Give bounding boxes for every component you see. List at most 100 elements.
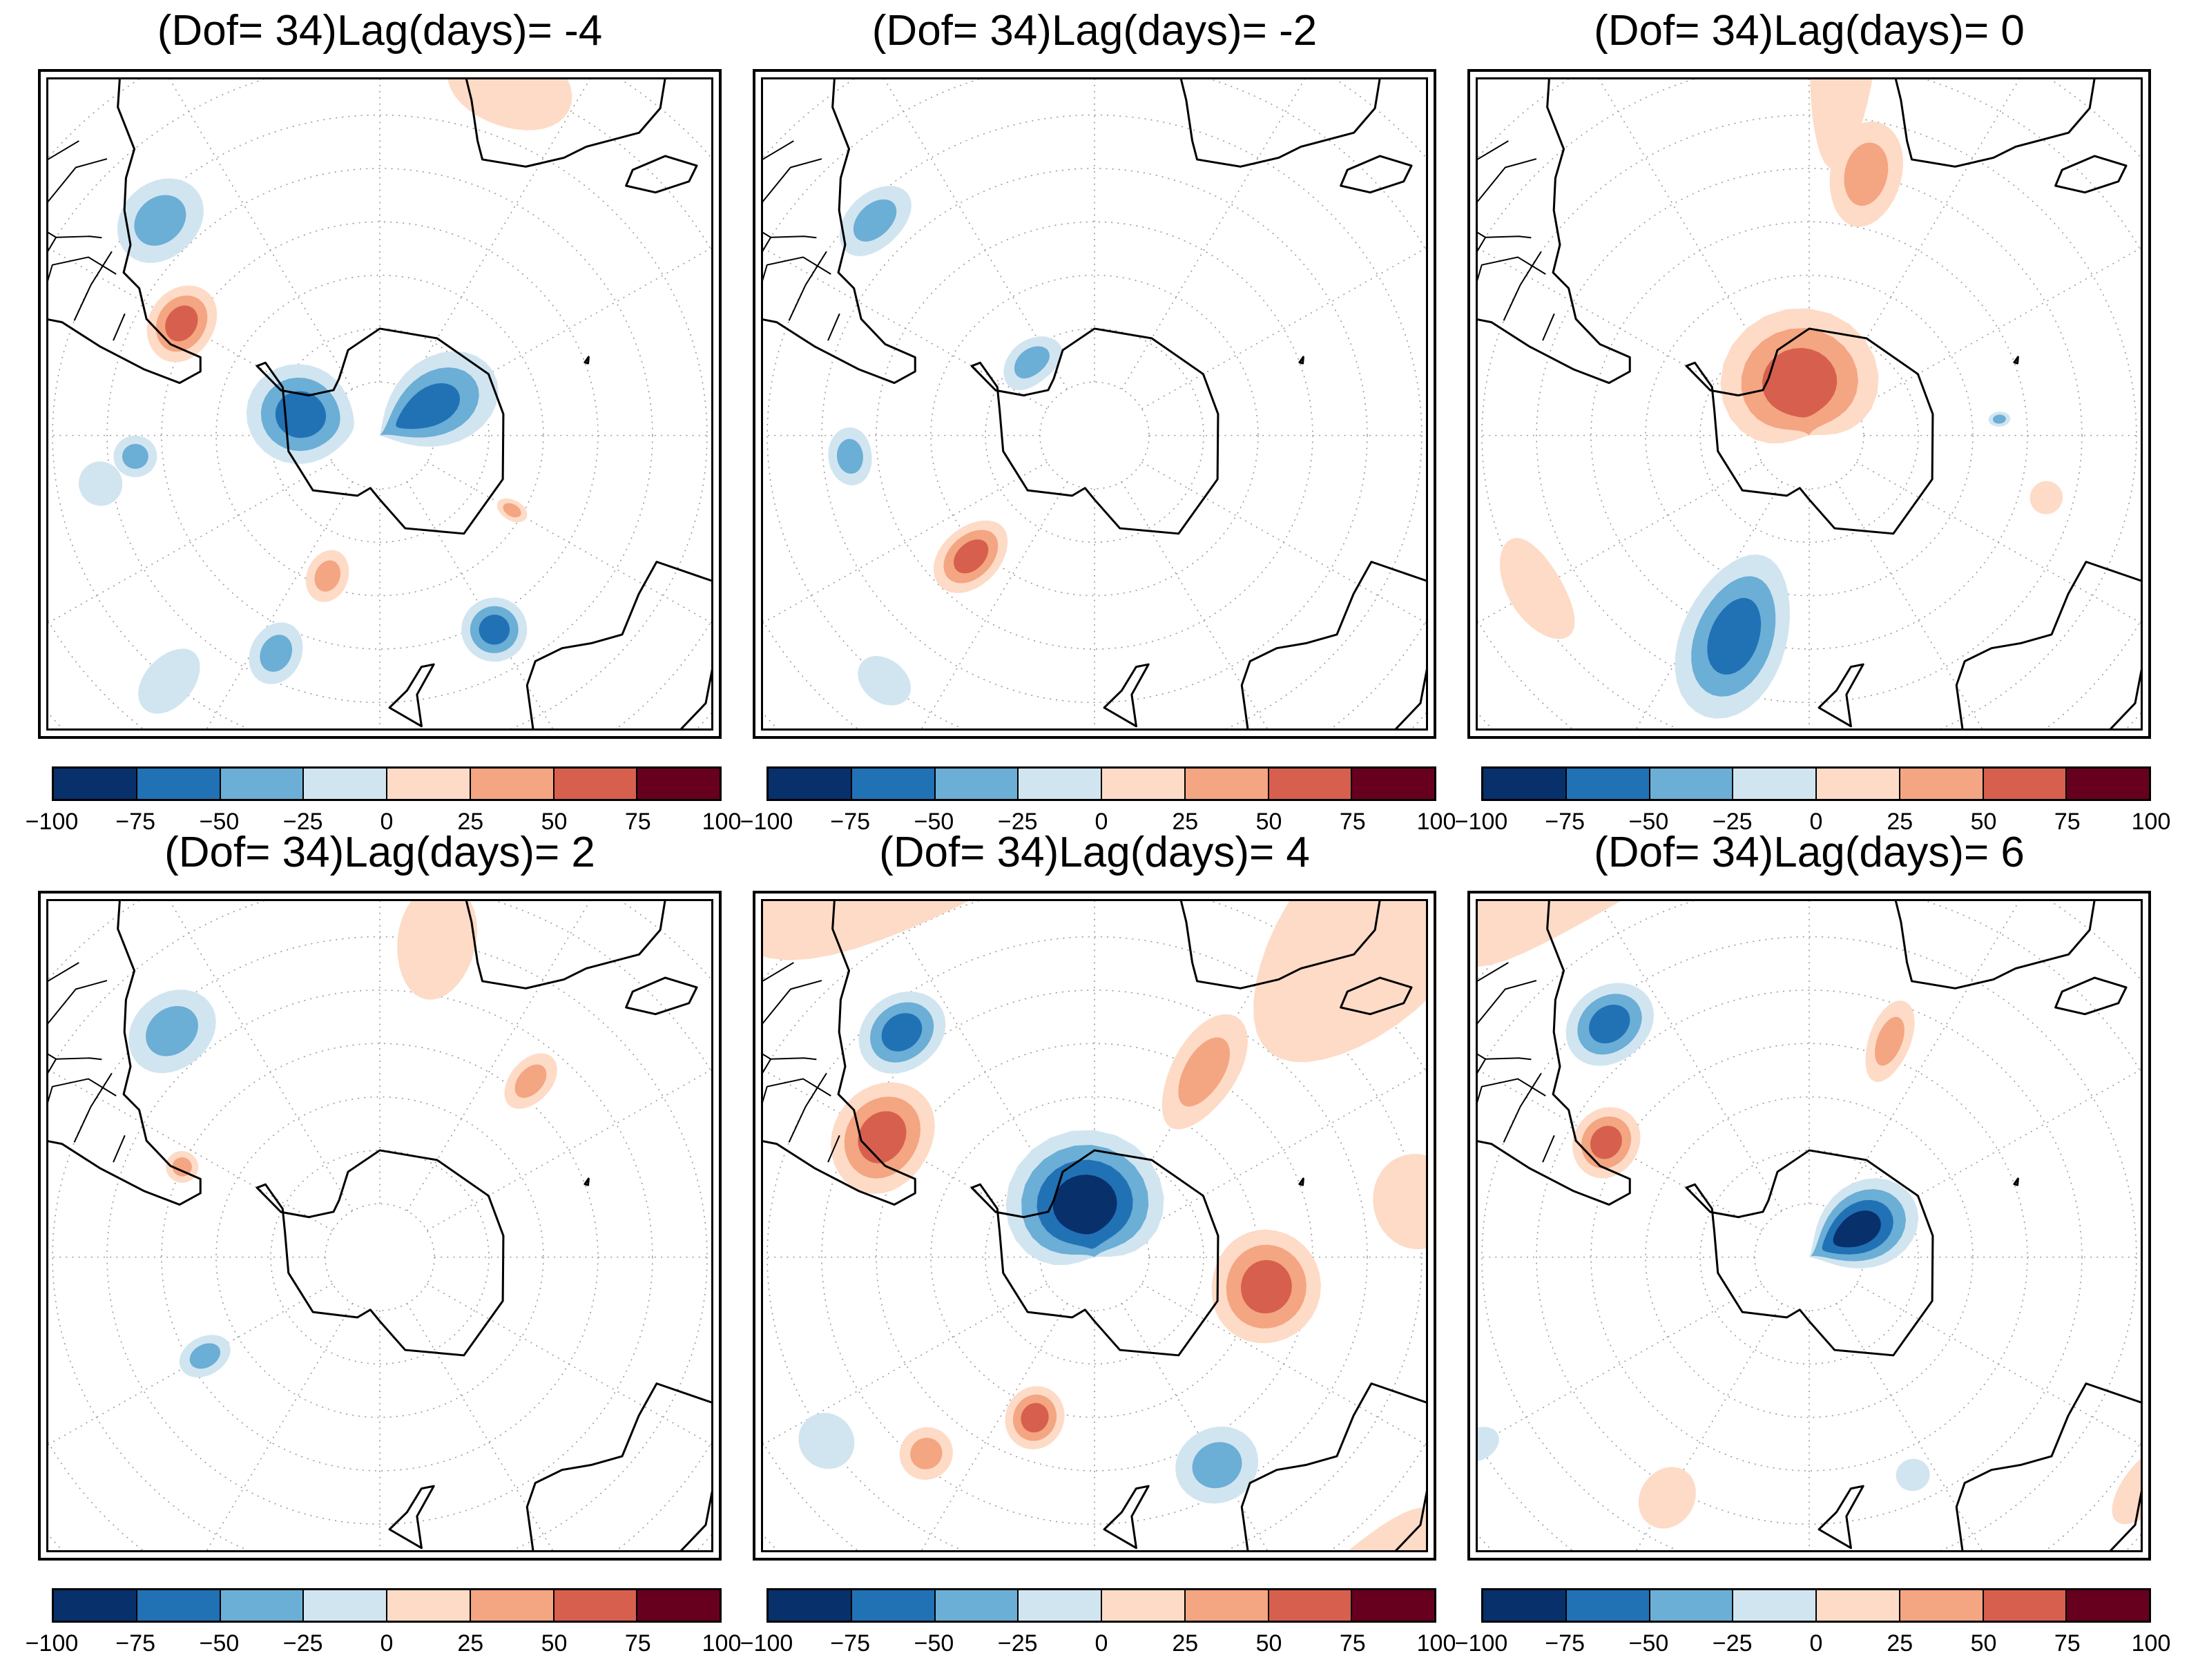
anomaly-region [899, 1427, 953, 1480]
country-border [1478, 235, 1532, 252]
anomaly-region [504, 1053, 557, 1109]
country-border [763, 235, 817, 252]
australia-coast [1240, 561, 1426, 728]
meridian-line [206, 1303, 354, 1550]
colorbar-tick-label: 100 [702, 1630, 742, 1657]
country-border [73, 251, 113, 321]
colorbar-tick-label: 25 [457, 1630, 484, 1657]
map-panel: (Dof= 34)Lag(days)= 4 −100 −75 −50 −25 0 25 50… [740, 822, 1456, 1671]
colorbar-ticks: −100 −75 −50 −25 0 25 50 75 100 [1455, 1630, 2171, 1657]
anomaly-region [1829, 121, 1904, 227]
colorbar-segment [304, 1590, 387, 1621]
country-border [1542, 313, 1555, 341]
colorbar-segment [1900, 769, 1984, 799]
meridian-line [1599, 901, 1783, 1212]
anomaly-contour [146, 1006, 198, 1056]
antarctica-coast [970, 327, 1219, 535]
australia-coast [1955, 561, 2141, 728]
graticule [48, 901, 711, 1550]
meridian-line [920, 1303, 1068, 1550]
meridian-line [763, 247, 1048, 409]
latitude-circle [106, 168, 653, 704]
colorbar-tick-label: 75 [624, 1630, 651, 1657]
africa-coast [465, 901, 666, 989]
anomaly-region [1175, 1426, 1259, 1504]
anomaly-contour [122, 443, 148, 469]
colorbar-segment [2067, 769, 2149, 799]
country-border [48, 231, 57, 238]
meridian-line [1121, 481, 1269, 728]
anomaly-region [933, 520, 1008, 593]
anomaly-region [828, 427, 872, 485]
country-border [1478, 980, 1537, 1025]
country-border [763, 140, 794, 160]
colorbar-tick-label: −50 [199, 1630, 240, 1657]
anomaly-contour [1707, 597, 1762, 675]
latitude-circle [161, 1043, 599, 1471]
colorbar-tick-label: −50 [914, 809, 954, 835]
meridian-line [169, 79, 354, 390]
anomaly-region [1810, 79, 1873, 170]
colorbar-tick-label: 0 [1094, 809, 1108, 835]
panel-title: (Dof= 34)Lag(days)= -2 [871, 7, 1318, 55]
colorbar-tick-label: −50 [914, 1630, 954, 1657]
south-america-coast [1478, 79, 1631, 385]
anomaly-region [798, 1412, 855, 1469]
latitude-circle [215, 1096, 544, 1418]
colorbar-segment [1185, 1590, 1269, 1621]
colorbar [1481, 1588, 2151, 1623]
colorbar-ticks: −100 −75 −50 −25 0 25 50 75 100 [740, 808, 1456, 836]
colorbar-ticks: −100 −75 −50 −25 0 25 50 75 100 [740, 1630, 1456, 1657]
colorbar-segment [769, 1590, 852, 1621]
africa-coast [1179, 79, 1381, 168]
anomaly-contour [396, 383, 461, 429]
latitude-circle [766, 936, 1423, 1550]
colorbar-segment [1483, 769, 1567, 799]
colorbar-tick-label: 25 [1887, 1630, 1913, 1657]
australia-coast [525, 1382, 711, 1550]
colorbar [1481, 766, 2151, 801]
anomaly-contour [1373, 1154, 1426, 1250]
colorbar-tick-label: 0 [380, 1630, 394, 1657]
country-border [1478, 1053, 1486, 1060]
colorbar-tick-label: −100 [1454, 1630, 1508, 1657]
anomaly-region [305, 550, 349, 602]
colorbar-tick-label: 75 [2054, 809, 2081, 835]
anomaly-region [830, 1082, 935, 1194]
meridian-line [1855, 1283, 2141, 1445]
coastlines [1478, 79, 2141, 728]
antarctica-coast [1685, 1149, 1934, 1357]
antarctica-coast [970, 1149, 1219, 1357]
anomaly-contour [447, 79, 572, 131]
meridian-line [1121, 901, 1305, 1212]
anomaly-region [1161, 1014, 1248, 1130]
polar-map [753, 891, 1436, 1561]
south-america-coast [1478, 901, 1631, 1206]
country-border [48, 140, 79, 160]
colorbar-tick-label: −100 [740, 809, 793, 835]
colorbar-segment [1650, 1590, 1734, 1621]
anomaly-region [1253, 901, 1426, 1063]
meridian-line [1478, 461, 1763, 624]
new-zealand-coast [1817, 1485, 1864, 1549]
colorbar-segment [1352, 769, 1434, 799]
colorbar-tick-label: 75 [2054, 1630, 2081, 1657]
anomaly-contour [1349, 1507, 1426, 1550]
colorbar-tick-label: 50 [1255, 809, 1282, 835]
latitude-circle [766, 114, 1423, 728]
colorbar-tick-label: −25 [282, 809, 323, 835]
new-zealand-coast [1817, 663, 1864, 728]
australia-coast [1240, 1382, 1426, 1550]
country-border [763, 962, 794, 982]
colorbar-segment [1019, 1590, 1102, 1621]
kerguelen-coast [584, 356, 590, 365]
anomaly-region [1478, 1427, 1499, 1461]
colorbar-tick-label: −75 [1545, 1630, 1585, 1657]
colorbar-tick-label: 25 [1172, 809, 1199, 835]
colorbar-tick-label: 0 [380, 809, 394, 835]
anomaly-region [1896, 1458, 1930, 1491]
latitude-circle [930, 274, 1259, 597]
country-border [48, 235, 102, 252]
map-panel: (Dof= 34)Lag(days)= 6 −100 −75 −50 −25 0 25 50… [1455, 822, 2171, 1671]
map-canvas [48, 79, 711, 728]
